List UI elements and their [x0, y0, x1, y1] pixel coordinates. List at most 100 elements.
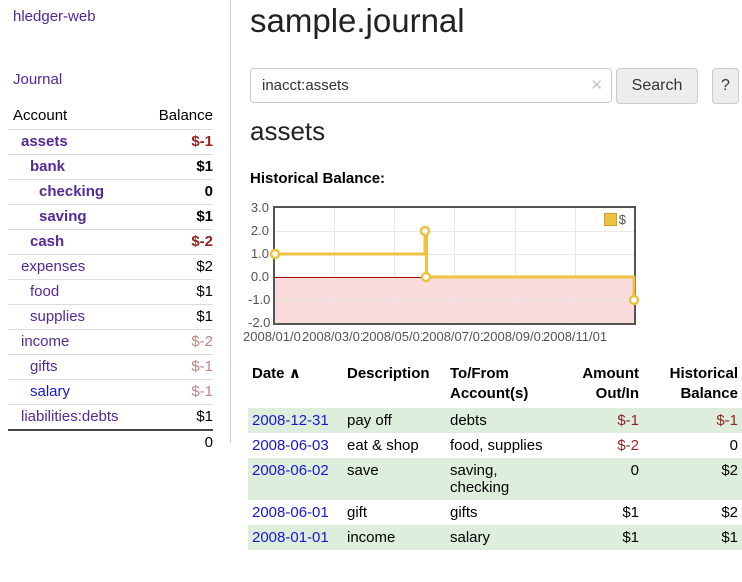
legend-label: $	[618, 212, 626, 227]
account-link-gifts[interactable]: gifts	[30, 358, 58, 375]
register-header-row: Date ∧ Description To/From Account(s) Am…	[248, 360, 742, 408]
help-button[interactable]: ?	[712, 68, 739, 104]
y-axis-label: -1.0	[248, 292, 271, 307]
account-link-bank[interactable]: bank	[30, 158, 66, 175]
transaction-balance: 0	[729, 437, 738, 454]
account-balance: $1	[141, 154, 213, 180]
register-table: Date ∧ Description To/From Account(s) Am…	[248, 360, 742, 550]
transaction-description: pay off	[347, 412, 392, 429]
register-col-date[interactable]: Date ∧	[252, 365, 301, 382]
account-row: assets $-1	[8, 129, 213, 155]
nav-journal-link[interactable]: Journal	[13, 71, 63, 88]
account-balance: $-1	[141, 129, 213, 155]
account-link-supplies[interactable]: supplies	[30, 308, 86, 325]
account-balance: $1	[141, 304, 213, 330]
transaction-balance: $-1	[716, 412, 738, 429]
app-brand-link[interactable]: hledger-web	[13, 8, 96, 25]
account-balance: $-1	[141, 354, 213, 380]
legend-swatch-icon	[603, 213, 617, 226]
x-axis-label: 2008/03/01	[302, 329, 368, 344]
transaction-description: eat & shop	[347, 437, 419, 454]
account-link-food[interactable]: food	[30, 283, 60, 300]
register-col-balance: Historical Balance	[669, 365, 738, 402]
search-field-wrap: ✕	[250, 68, 612, 103]
account-row: expenses $2	[8, 254, 213, 280]
account-row: cash $-2	[8, 229, 213, 255]
transaction-amount: $-2	[617, 437, 639, 454]
account-row: food $1	[8, 279, 213, 305]
plot-area: $	[269, 206, 640, 325]
chart-title: Historical Balance:	[250, 170, 386, 187]
search-button[interactable]: Search	[616, 68, 698, 104]
transaction-accounts: gifts	[450, 504, 478, 521]
accounts-col-account: Account	[13, 107, 68, 124]
page-title: sample.journal	[250, 2, 465, 39]
account-balance: $1	[141, 204, 213, 230]
sort-asc-icon: ∧	[288, 365, 301, 382]
account-page-title: assets	[250, 116, 326, 146]
account-balance: $-2	[141, 329, 213, 355]
transaction-balance: $2	[721, 462, 738, 479]
account-balance: 0	[141, 179, 213, 205]
transaction-date-link[interactable]: 2008-06-03	[252, 437, 329, 454]
account-link-income[interactable]: income	[21, 333, 70, 350]
accounts-total-row: 0	[8, 429, 213, 455]
chart-legend: $	[603, 212, 626, 227]
x-axis-label: 2008/07/01	[422, 329, 488, 344]
account-balance: $2	[141, 254, 213, 280]
account-row: liabilities:debts $1	[8, 404, 213, 430]
register-col-accounts: To/From Account(s)	[450, 365, 529, 402]
transaction-amount: $1	[622, 504, 639, 521]
register-col-amount: Amount Out/In	[582, 365, 639, 402]
account-row: gifts $-1	[8, 354, 213, 380]
x-axis-label: 2008/01/01	[243, 329, 309, 344]
x-axis-label: 2008/09/01	[483, 329, 549, 344]
accounts-total-value: 0	[141, 429, 213, 455]
balance-series-line	[269, 225, 640, 306]
y-axis-label: -2.0	[248, 315, 271, 330]
account-row: bank $1	[8, 154, 213, 180]
register-row: 2008-12-31 pay off debts $-1 $-1	[248, 408, 742, 433]
transaction-amount: 0	[630, 462, 639, 479]
transaction-date-link[interactable]: 2008-06-01	[252, 504, 329, 521]
historical-balance-chart: 3.0 2.0 1.0 0.0 -1.0 -2.0	[243, 200, 648, 345]
transaction-balance: $2	[721, 504, 738, 521]
sidebar: hledger-web Journal Account Balance asse…	[0, 0, 231, 455]
transaction-accounts: debts	[450, 412, 487, 429]
account-row: checking 0	[8, 179, 213, 205]
x-axis-label: 2008/11/01	[543, 329, 608, 344]
y-axis-label: 2.0	[250, 223, 269, 238]
transaction-accounts: salary	[450, 529, 491, 546]
transaction-accounts: food, supplies	[450, 437, 543, 454]
transaction-description: gift	[347, 504, 368, 521]
main-content: sample.journal ✕ Search ? assets Histori…	[243, 0, 742, 582]
account-link-cash[interactable]: cash	[30, 233, 65, 250]
transaction-accounts: saving, checking	[450, 462, 510, 496]
transaction-amount: $1	[622, 529, 639, 546]
account-link-expenses[interactable]: expenses	[21, 258, 86, 275]
transaction-balance: $1	[721, 529, 738, 546]
account-link-liabilities-debts[interactable]: liabilities:debts	[21, 408, 119, 425]
account-link-salary[interactable]: salary	[30, 383, 71, 400]
account-link-assets[interactable]: assets	[21, 133, 68, 150]
transaction-date-link[interactable]: 2008-06-02	[252, 462, 329, 479]
transaction-amount: $-1	[617, 412, 639, 429]
register-row: 2008-01-01 income salary $1 $1	[248, 525, 742, 550]
clear-search-icon[interactable]: ✕	[590, 77, 603, 94]
search-form: ✕ Search ?	[250, 68, 742, 104]
account-row: saving $1	[8, 204, 213, 230]
account-link-checking[interactable]: checking	[39, 183, 105, 200]
account-link-saving[interactable]: saving	[39, 208, 87, 225]
account-row: salary $-1	[8, 379, 213, 405]
account-balance: $-2	[141, 229, 213, 255]
account-balance: $-1	[141, 379, 213, 405]
transaction-date-link[interactable]: 2008-01-01	[252, 529, 329, 546]
account-row: income $-2	[8, 329, 213, 355]
search-input[interactable]	[250, 68, 612, 103]
accounts-table: Account Balance assets $-1 bank $1 check…	[8, 103, 213, 455]
transaction-date-link[interactable]: 2008-12-31	[252, 412, 329, 429]
x-axis-label: 2008/05/01	[362, 329, 428, 344]
register-row: 2008-06-01 gift gifts $1 $2	[248, 500, 742, 525]
register-row: 2008-06-03 eat & shop food, supplies $-2…	[248, 433, 742, 458]
transaction-description: save	[347, 462, 379, 479]
